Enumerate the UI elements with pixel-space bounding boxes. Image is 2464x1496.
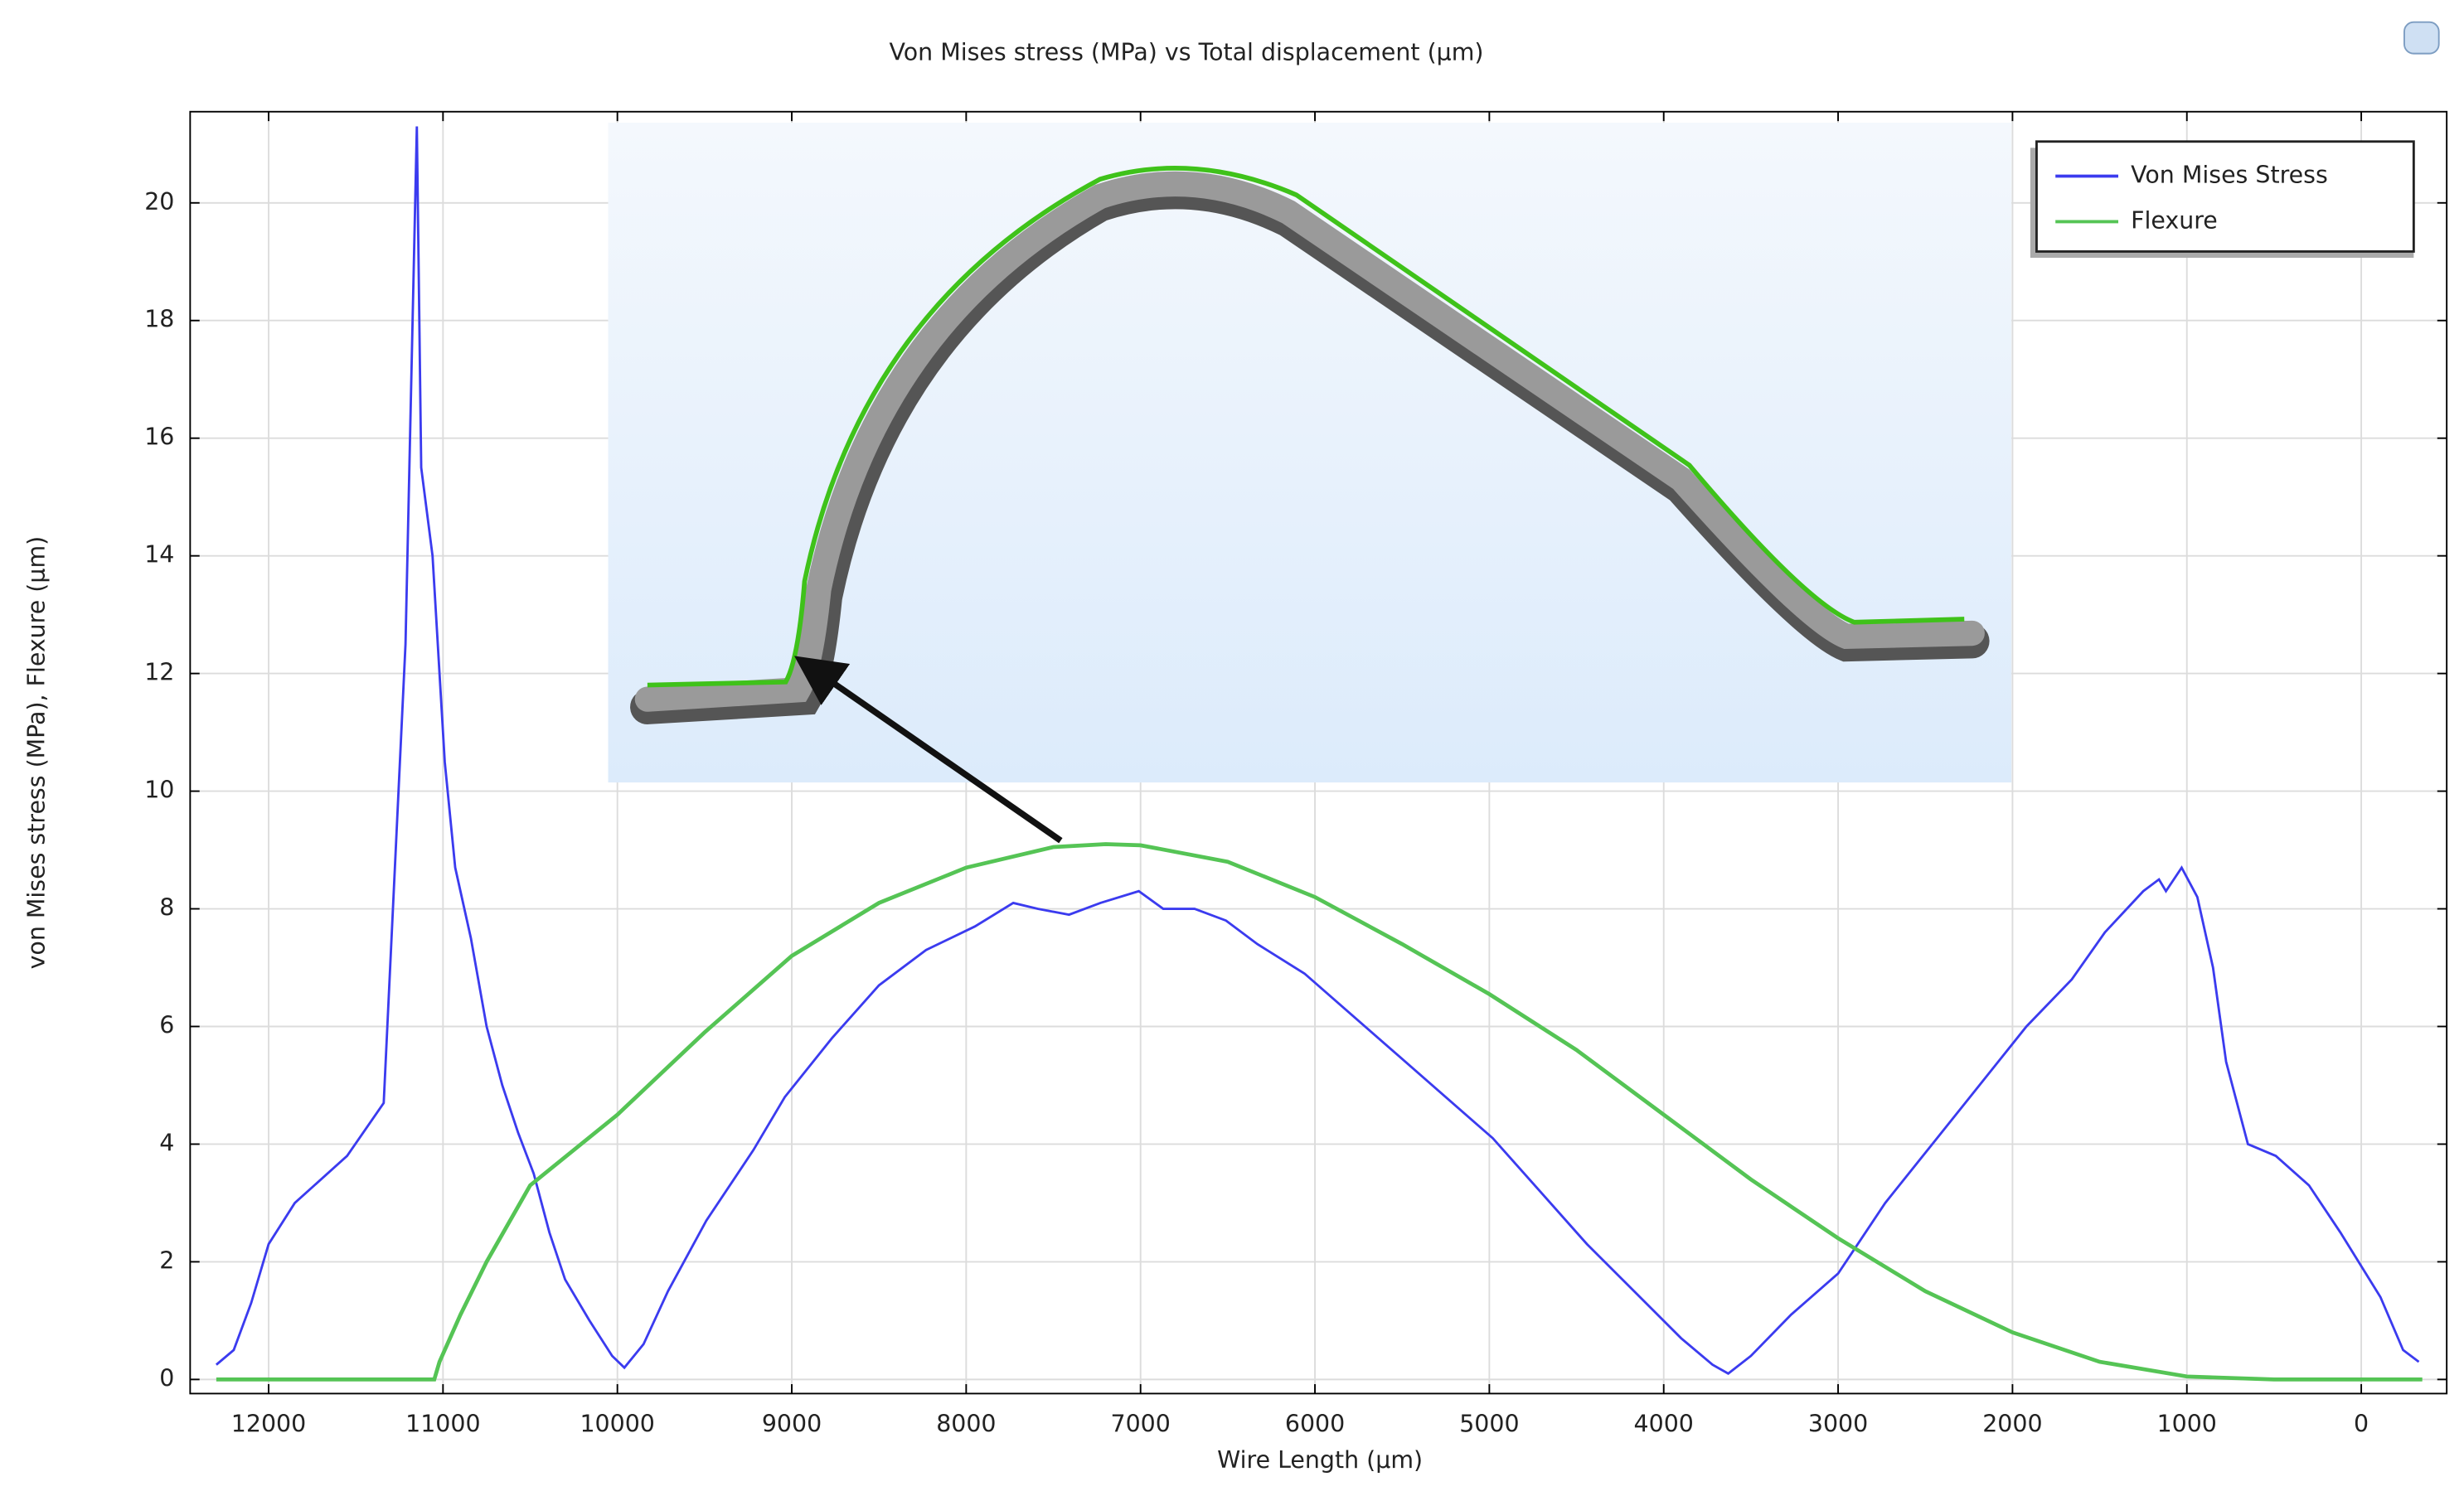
y-tick-label: 2 bbox=[159, 1247, 174, 1274]
legend-box bbox=[2035, 140, 2415, 253]
y-tick-label: 4 bbox=[159, 1129, 174, 1156]
y-tick-label: 8 bbox=[159, 894, 174, 922]
y-tick-label: 12 bbox=[144, 659, 174, 686]
chart-title: Von Mises stress (MPa) vs Total displace… bbox=[890, 39, 1484, 66]
arrow bbox=[793, 656, 1063, 844]
plot-frame bbox=[189, 110, 2448, 1395]
x-tick-label: 2000 bbox=[1982, 1410, 2042, 1437]
x-tick-label: 10000 bbox=[580, 1410, 654, 1437]
x-tick-label: 8000 bbox=[936, 1410, 996, 1437]
x-axis-label: Wire Length (µm) bbox=[1217, 1446, 1423, 1474]
x-tick-label: 5000 bbox=[1459, 1410, 1519, 1437]
x-tick-label: 0 bbox=[2354, 1410, 2369, 1437]
wire bbox=[634, 171, 1985, 712]
series-line bbox=[215, 126, 2420, 1375]
y-axis-label: von Mises stress (MPa), Flexure (µm) bbox=[22, 536, 50, 970]
y-tick-label: 10 bbox=[144, 777, 174, 804]
x-tick-label: 7000 bbox=[1111, 1410, 1171, 1437]
x-tick-label: 1000 bbox=[2157, 1410, 2217, 1437]
y-tick-label: 0 bbox=[159, 1364, 174, 1392]
legend-label: Flexure bbox=[2131, 206, 2218, 234]
x-tick-label: 6000 bbox=[1285, 1410, 1345, 1437]
x-tick-label: 12000 bbox=[231, 1410, 306, 1437]
y-tick-label: 18 bbox=[144, 306, 174, 333]
y-tick-label: 14 bbox=[144, 541, 174, 569]
legend: Von Mises Stress Flexure bbox=[2030, 140, 2415, 259]
inset-image bbox=[608, 123, 2012, 844]
x-tick-label: 11000 bbox=[405, 1410, 480, 1437]
x-tick-label: 4000 bbox=[1634, 1410, 1694, 1437]
wire-deformed bbox=[647, 166, 1965, 688]
y-tick-label: 6 bbox=[159, 1011, 174, 1038]
x-tick-label: 3000 bbox=[1808, 1410, 1868, 1437]
series-line bbox=[216, 842, 2423, 1382]
app-icon bbox=[2403, 21, 2440, 55]
y-tick-label: 16 bbox=[144, 424, 174, 451]
x-tick-label: 9000 bbox=[762, 1410, 822, 1437]
legend-label: Von Mises Stress bbox=[2131, 161, 2328, 188]
y-tick-label: 20 bbox=[144, 188, 174, 215]
